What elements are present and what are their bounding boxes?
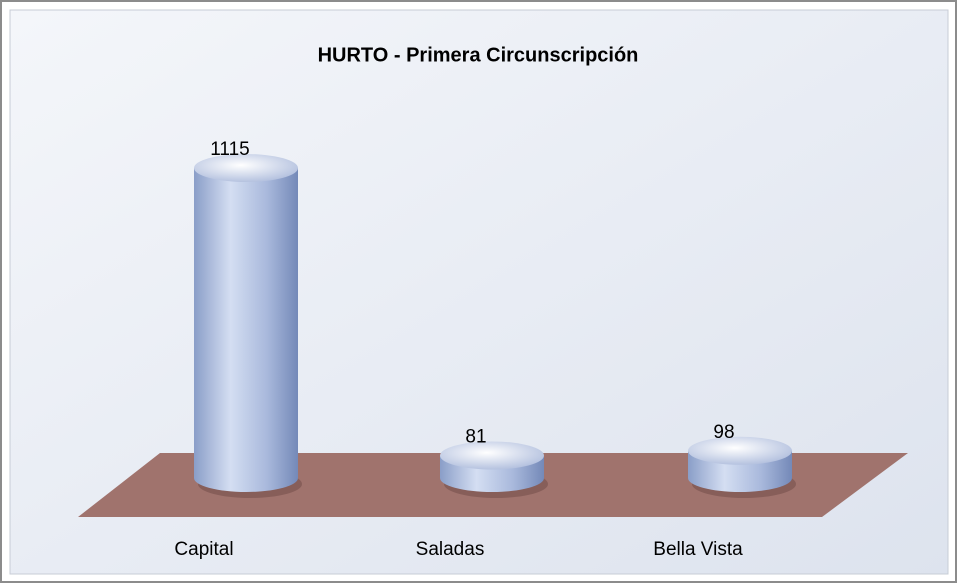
x-tick-label: Saladas	[416, 539, 485, 560]
x-tick-label: Bella Vista	[653, 539, 743, 560]
data-label: 1115	[210, 139, 249, 160]
bar-top	[440, 441, 544, 470]
bar-top	[688, 436, 792, 465]
bar	[194, 168, 298, 492]
data-label: 81	[465, 426, 486, 447]
x-tick-label: Capital	[174, 539, 233, 560]
bar-top	[194, 154, 298, 182]
chart-title: HURTO - Primera Circunscripción	[318, 44, 639, 66]
data-label: 98	[713, 422, 734, 443]
